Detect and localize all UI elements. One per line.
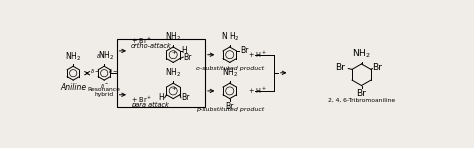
Text: Br: Br: [373, 63, 383, 72]
Text: $^+$: $^+$: [170, 49, 177, 58]
Text: $\delta^+$: $\delta^+$: [96, 52, 105, 61]
Bar: [117, 39, 205, 107]
Text: + H$^+$: + H$^+$: [248, 86, 267, 96]
Text: H: H: [158, 93, 164, 102]
Text: + H$^+$: + H$^+$: [248, 50, 267, 60]
Text: $\delta^-$: $\delta^-$: [100, 82, 109, 90]
Text: 2, 4, 6-Tribromoaniline: 2, 4, 6-Tribromoaniline: [328, 98, 395, 103]
Text: ortho-attack: ortho-attack: [130, 43, 171, 49]
Text: NH$_2$: NH$_2$: [165, 31, 181, 43]
Text: Br: Br: [240, 46, 248, 55]
Text: N H$_2$: N H$_2$: [221, 31, 240, 43]
Text: hybrid: hybrid: [95, 92, 114, 97]
Text: $^+$: $^+$: [170, 86, 177, 95]
Text: NH$_2$: NH$_2$: [165, 67, 181, 79]
Text: $\delta-$: $\delta-$: [109, 67, 118, 75]
Text: NH$_2$: NH$_2$: [99, 50, 115, 62]
Text: Br: Br: [183, 53, 191, 62]
Text: NH$_2$: NH$_2$: [65, 51, 81, 63]
Text: Br: Br: [226, 102, 234, 111]
Text: Br: Br: [335, 63, 345, 72]
Text: NH$_2$: NH$_2$: [352, 48, 371, 60]
Text: Br: Br: [356, 89, 366, 98]
Text: NH$_2$: NH$_2$: [222, 67, 238, 79]
Text: + Br$^+$: + Br$^+$: [130, 94, 152, 104]
Text: Resonance: Resonance: [88, 87, 121, 92]
Text: H: H: [182, 46, 187, 55]
Text: $\delta-$: $\delta-$: [90, 67, 100, 75]
Text: Br: Br: [182, 93, 190, 102]
Text: para attack: para attack: [130, 102, 168, 108]
Text: + Br$^+$: + Br$^+$: [130, 36, 152, 46]
Text: Aniline: Aniline: [60, 83, 86, 92]
Text: p-substituted product: p-substituted product: [196, 107, 264, 112]
Text: o-substituted product: o-substituted product: [196, 66, 264, 71]
